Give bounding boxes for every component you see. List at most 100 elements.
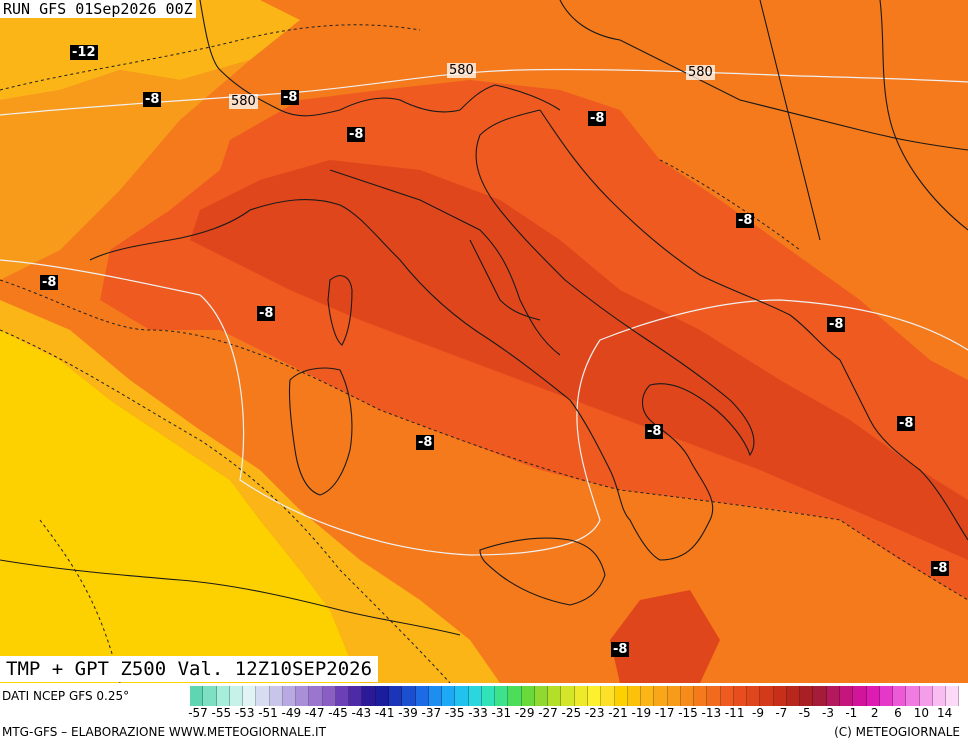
- color-swatch: [866, 686, 880, 706]
- color-swatch: [190, 686, 204, 706]
- color-scale-tick: -19: [631, 706, 652, 720]
- color-scale-tick: -51: [258, 706, 278, 720]
- color-scale-tick: -1: [845, 706, 858, 720]
- temperature-label: -8: [736, 213, 755, 228]
- temperature-label: -8: [347, 127, 366, 142]
- color-swatch: [402, 686, 416, 706]
- map-canvas: [0, 0, 968, 683]
- color-swatch: [216, 686, 230, 706]
- color-swatch: [654, 686, 668, 706]
- gpt-line-south: [0, 259, 968, 556]
- temperature-label: -8: [257, 306, 276, 321]
- temperature-field-amber-south: [0, 300, 500, 683]
- color-scale-ticks: -57 -55 -53 -51 -49 -47 -45 -43 -41 -39 -37 -35 -33-…: [188, 706, 968, 722]
- data-source: DATI NCEP GFS 0.25°: [2, 689, 130, 703]
- color-swatch: [508, 686, 522, 706]
- color-swatch: [362, 686, 376, 706]
- temperature-label: -8: [611, 642, 630, 657]
- color-swatch: [335, 686, 350, 706]
- color-swatch: [534, 686, 549, 706]
- color-swatch: [641, 686, 655, 706]
- color-swatch: [561, 686, 575, 706]
- color-scale-tick: -9: [752, 706, 764, 720]
- inland-border: [879, 0, 968, 231]
- color-scale-tick: -37: [421, 706, 442, 720]
- color-swatch: [481, 686, 496, 706]
- inland-border: [199, 0, 221, 71]
- color-swatch: [587, 686, 602, 706]
- coastlines: [0, 0, 968, 636]
- color-scale-tick: -49: [281, 706, 302, 720]
- color-swatch: [627, 686, 642, 706]
- temperature-label: -8: [143, 92, 162, 107]
- temperature-field-amber: [0, 0, 300, 100]
- isoline: [39, 519, 121, 683]
- temperature-field-red-east: [610, 590, 720, 683]
- color-swatch: [229, 686, 244, 706]
- color-scale-tick: 14: [937, 706, 953, 720]
- color-swatch: [256, 686, 270, 706]
- color-scale-tick: -57: [188, 706, 208, 720]
- color-swatch: [946, 686, 960, 706]
- temperature-field-light-orange: [0, 60, 250, 280]
- temperature-label: -8: [416, 435, 435, 450]
- color-swatch: [495, 686, 509, 706]
- credit-right: (C) METEOGIORNALE: [834, 725, 960, 739]
- color-swatch: [442, 686, 456, 706]
- inland-border: [459, 84, 561, 111]
- temperature-label: -8: [281, 90, 300, 105]
- color-swatch: [760, 686, 774, 706]
- color-swatch: [614, 686, 628, 706]
- color-scale-tick: -29: [514, 706, 535, 720]
- color-swatch: [786, 686, 801, 706]
- geopotential-label: 580: [686, 65, 715, 80]
- sicily-coast: [479, 537, 606, 606]
- color-swatch: [375, 686, 389, 706]
- color-scale-tick: -27: [538, 706, 558, 720]
- color-scale-tick: -11: [724, 706, 745, 720]
- color-scale-tick: -33: [468, 706, 488, 720]
- color-swatch: [826, 686, 841, 706]
- africa-coast: [0, 559, 461, 636]
- temperature-label: -8: [40, 275, 59, 290]
- regional-border: [469, 239, 541, 321]
- color-swatch: [694, 686, 708, 706]
- color-scale-tick: 10: [913, 706, 929, 720]
- isoline: [0, 24, 421, 91]
- inland-border: [759, 0, 821, 241]
- color-swatch: [282, 686, 297, 706]
- balkan-coast: [839, 359, 968, 541]
- color-swatch: [932, 686, 947, 706]
- italy-coast: [249, 109, 755, 561]
- color-scale-tick: -43: [351, 706, 372, 720]
- temperature-label: -8: [897, 416, 916, 431]
- temperature-label: -12: [70, 45, 98, 60]
- color-scale-tick: 2: [870, 706, 879, 720]
- color-scale-tick: -13: [701, 706, 722, 720]
- color-swatch: [893, 686, 907, 706]
- color-scale-tick: -15: [678, 706, 698, 720]
- geopotential-lines: [0, 68, 968, 556]
- temperature-field-yellow-west: [0, 330, 360, 683]
- color-scale-tick: -5: [798, 706, 811, 720]
- geopotential-label: 580: [229, 94, 258, 109]
- color-scale-tick: 6: [894, 706, 902, 720]
- color-scale-tick: -21: [608, 706, 628, 720]
- color-swatch: [840, 686, 854, 706]
- color-swatch: [733, 686, 748, 706]
- adriatic-east-coast: [539, 109, 841, 361]
- color-scale-tick: -25: [561, 706, 582, 720]
- sardinia-coast: [288, 367, 353, 496]
- forecast-map: RUN GFS 01Sep2026 00Z -12 -8 -8 -8 -8 -8…: [0, 0, 968, 683]
- color-swatch: [601, 686, 615, 706]
- temperature-label: -8: [931, 561, 950, 576]
- color-scale-tick: -39: [398, 706, 418, 720]
- color-scale-tick: -3: [822, 706, 834, 720]
- run-label: RUN GFS 01Sep2026 00Z: [0, 0, 196, 18]
- color-swatch: [707, 686, 721, 706]
- color-swatch: [879, 686, 894, 706]
- temperature-label: -8: [645, 424, 664, 439]
- color-swatch: [919, 686, 933, 706]
- corsica-coast: [327, 275, 353, 346]
- color-swatch: [521, 686, 535, 706]
